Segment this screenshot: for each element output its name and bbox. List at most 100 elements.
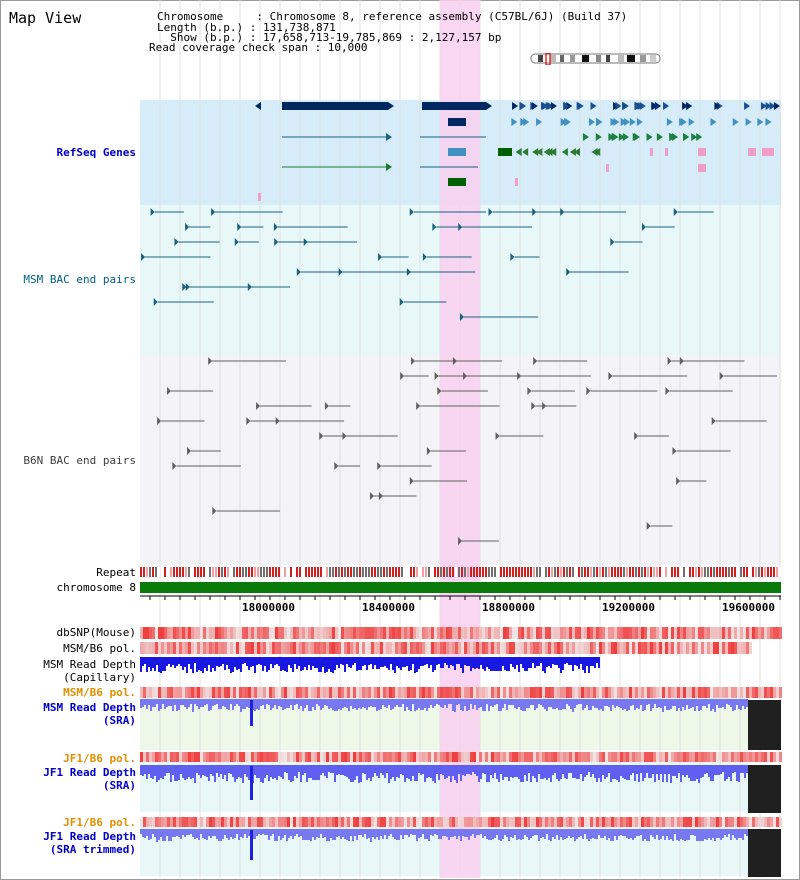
pol-cell (779, 687, 782, 698)
track-label-msm-depth-capillary[interactable]: MSM Read Depth (Capillary) (43, 658, 136, 684)
jf1-sra-depth-bar (336, 765, 338, 775)
jf1-trim-depth-bar (712, 829, 714, 838)
msm-cap-depth-bar (590, 657, 592, 666)
pol-cell (689, 642, 692, 654)
pol-cell (551, 817, 554, 827)
pol-cell (320, 687, 323, 698)
pol-cell (404, 642, 407, 654)
repeat-segment (638, 567, 640, 577)
track-label-chromosome[interactable]: chromosome 8 (56, 581, 136, 594)
msm-sra-depth-bar (160, 699, 162, 709)
header-length: Length (b.p.) : 131,738,871 (157, 21, 336, 34)
track-label-jf1-pol-2[interactable]: JF1/B6 pol. (63, 816, 136, 829)
msm-cap-depth-bar (228, 657, 230, 669)
jf1-trim-depth-bar (668, 829, 670, 840)
repeat-segment (509, 567, 511, 577)
jf1-sra-depth-bar (644, 765, 646, 778)
pol-cell (161, 687, 164, 698)
dbsnp-cell (245, 627, 248, 639)
msm-cap-depth-bar (146, 657, 148, 672)
gene-arrow (613, 118, 620, 126)
jf1-trim-depth-bar (280, 829, 282, 840)
track-label-msm-pol-2[interactable]: MSM/B6 pol. (63, 686, 136, 699)
dbsnp-cell (419, 627, 422, 639)
track-label-repeat[interactable]: Repeat (96, 566, 136, 579)
jf1-trim-depth-bar (466, 829, 468, 837)
pol-cell (548, 642, 551, 654)
pol-cell (299, 642, 302, 654)
track-label-msm-depth-sra[interactable]: MSM Read Depth (SRA) (43, 701, 136, 727)
pol-cell (698, 642, 701, 654)
dbsnp-cell (236, 627, 239, 639)
pol-cell (572, 817, 575, 827)
pol-cell (602, 817, 605, 827)
pol-cell (248, 642, 251, 654)
jf1-sra-depth-bar (594, 765, 596, 778)
track-label-jf1-pol-1[interactable]: JF1/B6 pol. (63, 752, 136, 765)
msm-sra-depth-bar (724, 699, 726, 709)
pol-cell (398, 687, 401, 698)
track-label-refseq[interactable]: RefSeq Genes (56, 146, 136, 159)
jf1-sra-depth-bar (684, 765, 686, 777)
jf1-sra-depth-bar (706, 765, 708, 773)
repeat-segment (269, 567, 271, 577)
pol-cell (533, 642, 536, 654)
msm-sra-depth-bar (222, 699, 224, 706)
track-label-b6n-bac[interactable]: B6N BAC end pairs (23, 454, 136, 467)
pol-cell (401, 687, 404, 698)
pol-cell (404, 752, 407, 762)
dbsnp-cell (557, 627, 560, 639)
dbsnp-cell (542, 627, 545, 639)
pol-cell (248, 687, 251, 698)
msm-sra-depth-bar (240, 699, 242, 712)
pol-cell (704, 642, 707, 654)
msm-sra-depth-bar (494, 699, 496, 705)
pol-cell (737, 752, 740, 762)
pol-cell (359, 642, 362, 654)
b6n-bac-pair (586, 387, 591, 395)
pol-cell (692, 687, 695, 698)
pol-cell (605, 687, 608, 698)
track-label-msm-pol-1[interactable]: MSM/B6 pol. (63, 642, 136, 655)
pol-cell (461, 642, 464, 654)
jf1-trim-depth-bar (370, 829, 372, 842)
jf1-sra-depth-bar (718, 765, 720, 775)
header-show-range: Show (b.p.) : 17,658,713-19,785,869 : 2,… (157, 31, 502, 44)
pol-cell (578, 817, 581, 827)
chromosome-ideogram[interactable] (530, 53, 662, 65)
dbsnp-cell (275, 627, 278, 639)
jf1-sra-depth-bar (316, 765, 318, 780)
msm-cap-depth-bar (140, 657, 142, 672)
jf1-sra-depth-bar (196, 765, 198, 773)
dbsnp-cell (575, 627, 578, 639)
pol-cell (536, 687, 539, 698)
track-label-jf1-depth-trimmed[interactable]: JF1 Read Depth (SRA trimmed) (43, 830, 136, 856)
dbsnp-cell (758, 627, 761, 639)
pol-cell (245, 752, 248, 762)
dbsnp-cell (737, 627, 740, 639)
msm-cap-depth-bar (574, 657, 576, 665)
pol-cell (344, 642, 347, 654)
repeat-segment (749, 567, 751, 577)
pol-cell (593, 687, 596, 698)
jf1-sra-depth-bar (646, 765, 648, 773)
pol-cell (446, 752, 449, 762)
pol-cell (362, 687, 365, 698)
pol-cell (749, 642, 752, 654)
gene-arrow (386, 163, 392, 171)
jf1-sra-depth-bar (512, 765, 514, 778)
pol-cell (329, 752, 332, 762)
repeat-segment (680, 567, 682, 577)
track-label-msm-bac[interactable]: MSM BAC end pairs (23, 273, 136, 286)
pol-cell (677, 752, 680, 762)
pol-cell (425, 817, 428, 827)
msm-sra-depth-bar (270, 699, 272, 710)
track-label-dbsnp[interactable]: dbSNP(Mouse) (56, 626, 136, 639)
jf1-trim-depth-bar (438, 829, 440, 839)
msm-sra-depth-bar (178, 699, 180, 710)
track-label-jf1-depth-sra[interactable]: JF1 Read Depth (SRA) (43, 766, 136, 792)
pol-cell (566, 687, 569, 698)
pol-cell (488, 687, 491, 698)
msm-cap-depth-bar (544, 657, 546, 673)
